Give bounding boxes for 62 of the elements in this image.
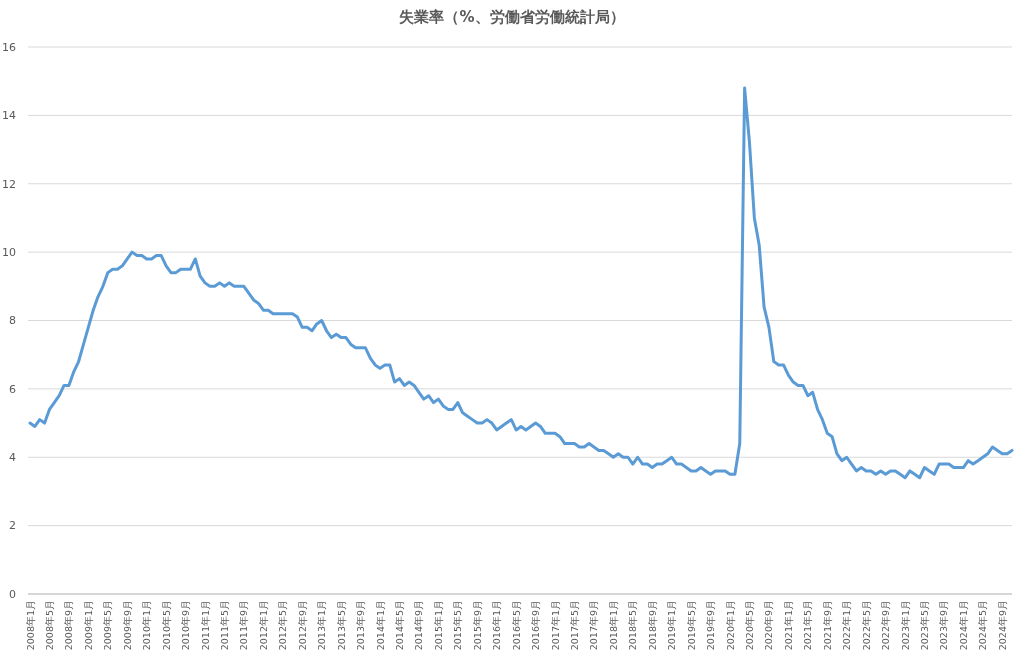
x-tick-label: 2015年1月 — [432, 600, 444, 651]
x-tick-label: 2008年5月 — [43, 600, 55, 651]
x-tick-label: 2013年9月 — [355, 600, 367, 651]
y-tick-label: 12 — [2, 177, 16, 191]
x-tick-label: 2012年1月 — [257, 600, 269, 651]
x-tick-label: 2014年9月 — [413, 600, 425, 651]
x-tick-label: 2021年9月 — [821, 600, 833, 651]
y-tick-label: 14 — [2, 109, 16, 123]
x-tick-label: 2017年5月 — [568, 600, 580, 651]
y-tick-label: 2 — [9, 519, 16, 533]
y-tick-label: 6 — [9, 382, 16, 396]
line-series — [28, 86, 1014, 480]
x-tick-label: 2012年5月 — [277, 600, 289, 651]
x-tick-label: 2022年1月 — [841, 600, 853, 651]
x-tick-label: 2013年5月 — [335, 600, 347, 651]
x-tick-label: 2017年1月 — [549, 600, 561, 651]
y-tick-label: 8 — [9, 314, 16, 328]
x-tick-label: 2011年1月 — [199, 600, 211, 651]
x-tick-label: 2018年9月 — [646, 600, 658, 651]
x-tick-label: 2008年9月 — [63, 600, 75, 651]
x-tick-label: 2021年5月 — [802, 600, 814, 651]
y-tick-label: 10 — [2, 245, 16, 259]
x-tick-label: 2009年9月 — [121, 600, 133, 651]
x-tick-label: 2019年5月 — [685, 600, 697, 651]
x-tick-label: 2011年9月 — [238, 600, 250, 651]
x-tick-label: 2020年1月 — [724, 600, 736, 651]
x-tick-label: 2015年9月 — [471, 600, 483, 651]
x-tick-label: 2024年5月 — [977, 600, 989, 651]
x-tick-label: 2018年1月 — [607, 600, 619, 651]
x-tick-label: 2023年9月 — [938, 600, 950, 651]
x-tick-label: 2010年9月 — [180, 600, 192, 651]
x-tick-label: 2022年5月 — [860, 600, 872, 651]
x-tick-label: 2023年1月 — [899, 600, 911, 651]
x-tick-label: 2019年9月 — [705, 600, 717, 651]
x-tick-label: 2016年1月 — [491, 600, 503, 651]
x-tick-label: 2017年9月 — [588, 600, 600, 651]
x-tick-label: 2014年5月 — [393, 600, 405, 651]
x-tick-label: 2022年9月 — [880, 600, 892, 651]
x-tick-label: 2023年5月 — [919, 600, 930, 651]
x-tick-label: 2020年9月 — [763, 600, 775, 651]
x-tick-label: 2008年1月 — [24, 600, 36, 651]
chart-title: 失業率（%、労働省労働統計局） — [399, 8, 625, 26]
x-tick-label: 2024年1月 — [957, 600, 969, 651]
x-tick-label: 2009年1月 — [82, 600, 94, 651]
y-tick-label: 16 — [2, 40, 16, 54]
x-tick-label: 2016年5月 — [510, 600, 522, 651]
x-tick-label: 2015年5月 — [452, 600, 464, 651]
x-tick-label: 2018年5月 — [627, 600, 639, 651]
x-tick-label: 2024年9月 — [996, 600, 1008, 651]
y-tick-label: 0 — [9, 587, 16, 601]
x-tick-label: 2021年1月 — [782, 600, 794, 651]
x-tick-label: 2009年5月 — [102, 600, 114, 651]
x-tick-label: 2010年5月 — [160, 600, 172, 651]
x-tick-label: 2019年1月 — [666, 600, 678, 651]
x-tick-label: 2013年1月 — [316, 600, 328, 651]
x-tick-label: 2020年5月 — [743, 600, 755, 651]
x-tick-label: 2016年9月 — [530, 600, 542, 651]
x-tick-label: 2010年1月 — [141, 600, 153, 651]
x-tick-label: 2012年9月 — [296, 600, 308, 651]
x-tick-label: 2014年1月 — [374, 600, 386, 651]
y-tick-label: 4 — [9, 451, 16, 465]
x-tick-label: 2011年5月 — [218, 600, 230, 651]
